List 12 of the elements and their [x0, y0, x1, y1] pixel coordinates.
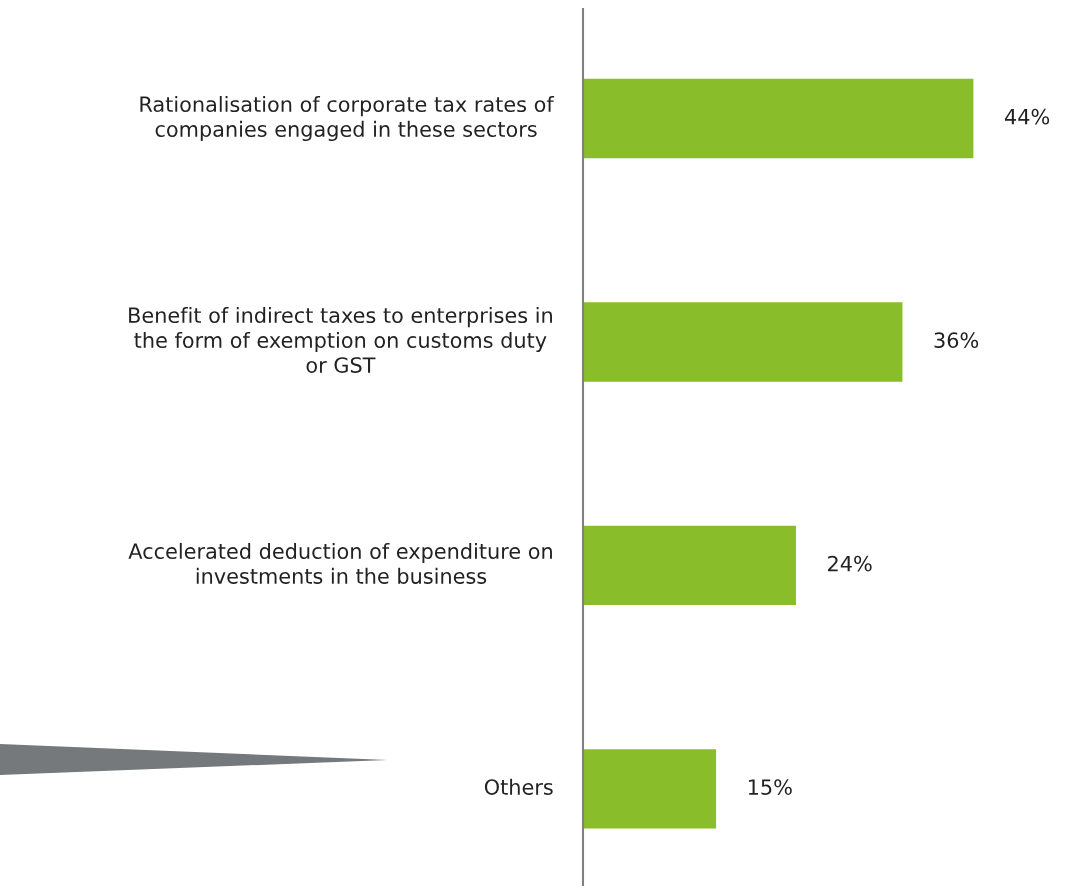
bar: [583, 78, 974, 159]
y-tick-label: Others: [484, 778, 553, 795]
data-label: 24%: [828, 555, 872, 572]
data-label: 15%: [748, 779, 792, 795]
y-tick-label: Accelerated deduction of expenditure on investments in the business: [128, 542, 552, 584]
bar: [583, 749, 717, 829]
y-tick-label: Benefit of indirect taxes to enterprises in the form of exemption on customs duty or GST: [129, 306, 552, 373]
data-label: 36%: [934, 332, 979, 349]
bar: [583, 302, 903, 382]
y-tick-label: Rationalisation of corporate tax rates of companies engaged in these sectors: [140, 95, 555, 142]
bar: [583, 525, 796, 606]
data-label: 44%: [1004, 108, 1050, 125]
